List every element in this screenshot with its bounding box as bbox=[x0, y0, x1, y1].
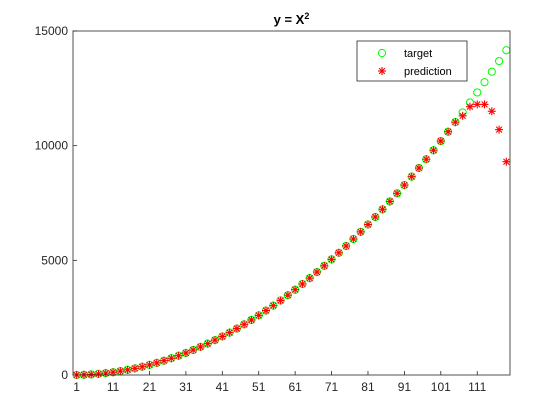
point-target bbox=[494, 56, 504, 66]
x-tick-label: 51 bbox=[252, 380, 266, 394]
point-target bbox=[473, 88, 482, 97]
point-prediction bbox=[145, 360, 154, 369]
point-prediction bbox=[138, 362, 147, 371]
point-prediction bbox=[371, 213, 380, 222]
point-prediction bbox=[465, 102, 474, 111]
legend-symbol-prediction bbox=[378, 67, 386, 75]
point-prediction bbox=[174, 351, 183, 360]
point-prediction bbox=[101, 369, 110, 378]
legend-marker-prediction bbox=[378, 67, 386, 75]
point-prediction bbox=[247, 315, 256, 324]
chart-title: y = X2 bbox=[274, 11, 310, 27]
point-prediction bbox=[414, 164, 423, 173]
point-prediction bbox=[327, 255, 336, 264]
point-prediction bbox=[393, 189, 402, 198]
point-prediction bbox=[407, 172, 416, 181]
point-prediction bbox=[254, 311, 263, 320]
point-prediction bbox=[160, 356, 169, 365]
point-prediction bbox=[502, 157, 511, 166]
point-prediction bbox=[167, 354, 176, 363]
x-tick-label: 1 bbox=[73, 380, 80, 394]
y-tick-label: 0 bbox=[61, 368, 68, 382]
legend-label-target: target bbox=[404, 48, 432, 60]
point-prediction bbox=[363, 220, 372, 229]
plot-frame bbox=[72, 30, 511, 376]
legend-symbol-target bbox=[377, 48, 387, 58]
y-tick-label: 10000 bbox=[35, 139, 69, 153]
point-prediction bbox=[211, 336, 220, 345]
x-axis: 1 11 21 31 41 51 61 71 81 91 101 111 bbox=[73, 371, 487, 394]
chart-title-superscript: 2 bbox=[304, 11, 309, 21]
point-prediction bbox=[276, 296, 285, 305]
point-prediction bbox=[487, 107, 496, 116]
legend: target prediction bbox=[356, 40, 468, 82]
point-prediction bbox=[152, 358, 161, 367]
point-prediction bbox=[436, 137, 445, 146]
x-tick-label: 71 bbox=[325, 380, 339, 394]
x-tick-label: 21 bbox=[143, 380, 157, 394]
point-prediction bbox=[87, 370, 96, 379]
point-prediction bbox=[451, 118, 460, 127]
x-tick-label: 101 bbox=[431, 380, 451, 394]
point-prediction bbox=[196, 342, 205, 351]
point-prediction bbox=[378, 205, 387, 214]
point-prediction bbox=[116, 367, 125, 376]
point-prediction bbox=[189, 346, 198, 355]
point-prediction bbox=[444, 127, 453, 136]
legend-box bbox=[356, 40, 468, 82]
point-prediction bbox=[320, 261, 329, 270]
legend-marker-target bbox=[377, 48, 387, 58]
point-prediction bbox=[480, 100, 489, 109]
point-prediction bbox=[473, 100, 482, 109]
plot-area bbox=[73, 31, 510, 375]
point-prediction bbox=[123, 365, 132, 374]
x-tick-label: 41 bbox=[216, 380, 230, 394]
point-prediction bbox=[342, 242, 351, 250]
point-prediction bbox=[305, 274, 314, 283]
point-prediction bbox=[218, 332, 227, 341]
x-tick-label: 11 bbox=[107, 380, 120, 394]
point-prediction bbox=[385, 197, 394, 206]
point-prediction bbox=[298, 279, 307, 288]
point-prediction bbox=[422, 155, 431, 164]
x-tick-label: 91 bbox=[398, 380, 412, 394]
point-prediction bbox=[181, 348, 190, 357]
point-prediction bbox=[400, 181, 409, 190]
point-prediction bbox=[240, 320, 249, 329]
point-target bbox=[487, 67, 496, 76]
point-prediction bbox=[458, 111, 467, 120]
y-tick-label: 5000 bbox=[41, 253, 68, 267]
point-prediction bbox=[291, 285, 300, 294]
point-prediction bbox=[94, 369, 103, 378]
x-tick-label: 81 bbox=[361, 380, 375, 394]
x-tick-label: 61 bbox=[288, 380, 302, 394]
point-prediction bbox=[349, 235, 358, 244]
legend-label-prediction: prediction bbox=[404, 66, 452, 78]
point-prediction bbox=[495, 125, 504, 134]
point-prediction bbox=[334, 248, 343, 257]
point-prediction bbox=[130, 364, 139, 373]
point-prediction bbox=[356, 227, 365, 236]
y-axis: 0 5000 10000 15000 bbox=[35, 24, 77, 382]
x-tick-label: 31 bbox=[179, 380, 193, 394]
point-prediction bbox=[283, 291, 292, 300]
point-target bbox=[480, 78, 489, 87]
point-prediction bbox=[232, 324, 241, 333]
point-prediction bbox=[312, 268, 321, 277]
point-prediction bbox=[262, 306, 271, 315]
x-tick-label: 111 bbox=[468, 380, 487, 394]
point-prediction bbox=[203, 339, 212, 348]
chart-title-base: y = X bbox=[274, 12, 305, 27]
point-prediction bbox=[225, 328, 234, 337]
y-tick-label: 15000 bbox=[35, 24, 69, 38]
point-prediction bbox=[429, 146, 438, 155]
point-prediction bbox=[269, 301, 278, 310]
